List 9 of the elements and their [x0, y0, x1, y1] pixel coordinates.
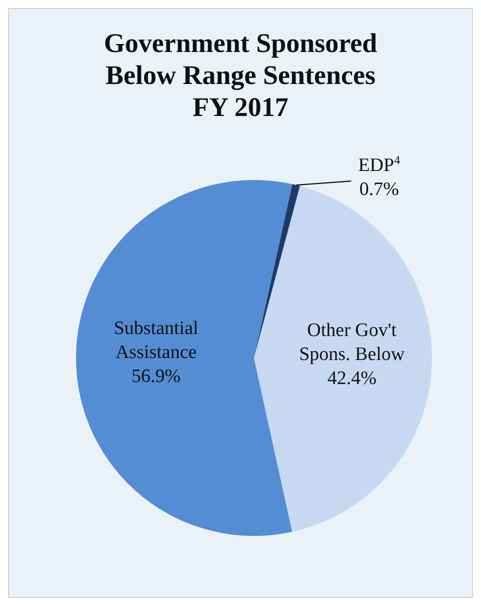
pie-slice: [254, 184, 300, 358]
data-label: 0.7%: [359, 179, 400, 200]
slice-label: Other Gov't Spons. Below: [299, 320, 405, 366]
slice-label: Substantial Assistance: [114, 318, 198, 363]
pie-slice: [76, 180, 292, 536]
data-label: 42.4%: [327, 368, 377, 390]
chart-title: Government Sponsored Below Range Sentences FY 2017: [102, 27, 378, 123]
slice-label: EDP$^{4}$: [358, 153, 400, 176]
data-label: 56.9%: [132, 366, 181, 387]
